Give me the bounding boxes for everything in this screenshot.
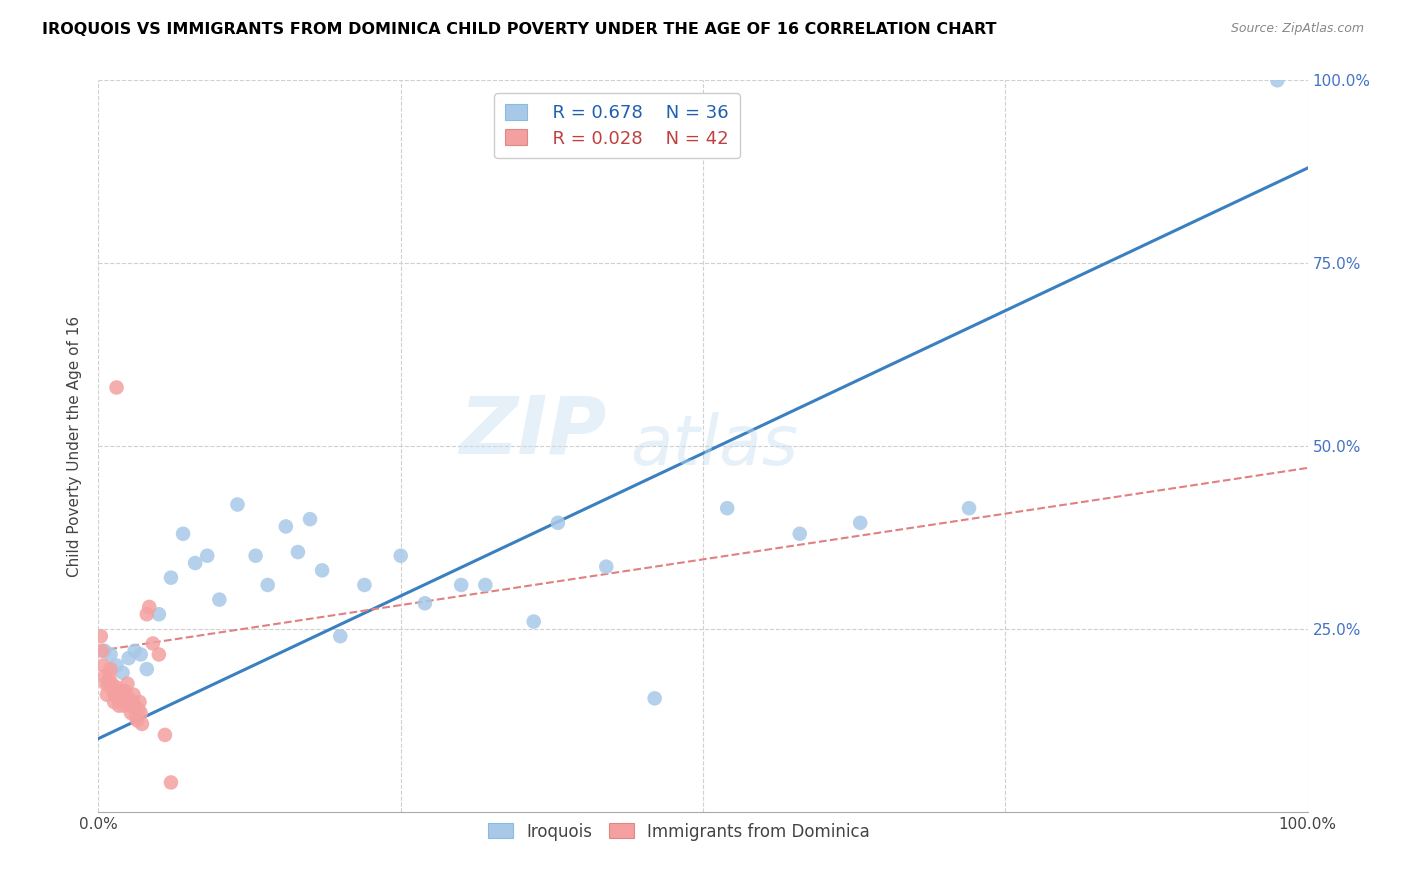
Point [1267, 73, 1289, 87]
Point [111, 691, 134, 706]
Point [104, 688, 127, 702]
Point [124, 644, 146, 658]
Point [287, 545, 309, 559]
Point [789, 526, 811, 541]
Point [195, 549, 218, 563]
Point [93, 669, 115, 683]
Text: ZIP: ZIP [458, 392, 606, 470]
Text: IROQUOIS VS IMMIGRANTS FROM DOMINICA CHILD POVERTY UNDER THE AGE OF 16 CORRELATI: IROQUOIS VS IMMIGRANTS FROM DOMINICA CHI… [42, 22, 997, 37]
Point [108, 698, 131, 713]
Point [127, 702, 149, 716]
Point [105, 380, 128, 394]
Point [153, 728, 176, 742]
Point [226, 498, 249, 512]
Point [208, 592, 231, 607]
Point [105, 658, 128, 673]
Point [256, 578, 278, 592]
Point [131, 717, 153, 731]
Point [108, 691, 131, 706]
Point [135, 607, 157, 622]
Point [111, 665, 134, 680]
Point [100, 662, 122, 676]
Point [450, 578, 472, 592]
Point [112, 698, 135, 713]
Point [172, 526, 194, 541]
Point [96, 688, 118, 702]
Point [716, 501, 738, 516]
Text: atlas: atlas [630, 412, 799, 480]
Point [311, 563, 333, 577]
Point [148, 648, 170, 662]
Point [127, 714, 149, 728]
Point [122, 688, 145, 702]
Point [98, 669, 121, 683]
Point [353, 578, 375, 592]
Point [91, 644, 114, 658]
Point [100, 676, 122, 690]
Point [91, 658, 114, 673]
Point [101, 684, 124, 698]
Point [94, 676, 117, 690]
Point [148, 607, 170, 622]
Point [120, 706, 142, 720]
Point [523, 615, 546, 629]
Point [90, 629, 112, 643]
Point [184, 556, 207, 570]
Point [114, 684, 136, 698]
Point [118, 651, 141, 665]
Point [160, 775, 183, 789]
Point [105, 681, 128, 695]
Point [107, 691, 129, 706]
Point [110, 684, 132, 698]
Point [118, 691, 141, 706]
Point [121, 695, 143, 709]
Point [849, 516, 872, 530]
Point [142, 636, 165, 650]
Point [128, 695, 150, 709]
Point [957, 501, 980, 516]
Point [299, 512, 322, 526]
Point [124, 698, 146, 713]
Point [138, 599, 160, 614]
Point [245, 549, 267, 563]
Point [129, 706, 152, 720]
Point [97, 676, 120, 690]
Point [644, 691, 666, 706]
Point [129, 648, 152, 662]
Point [329, 629, 352, 643]
Point [595, 559, 617, 574]
Point [160, 571, 183, 585]
Point [389, 549, 412, 563]
Point [547, 516, 569, 530]
Point [135, 662, 157, 676]
Text: Source: ZipAtlas.com: Source: ZipAtlas.com [1230, 22, 1364, 36]
Y-axis label: Child Poverty Under the Age of 16: Child Poverty Under the Age of 16 [67, 316, 83, 576]
Point [474, 578, 496, 592]
Legend: Iroquois, Immigrants from Dominica: Iroquois, Immigrants from Dominica [481, 816, 876, 847]
Point [274, 519, 297, 533]
Point [118, 698, 141, 713]
Point [115, 688, 138, 702]
Point [100, 648, 122, 662]
Point [117, 676, 139, 690]
Point [125, 709, 148, 723]
Point [413, 596, 436, 610]
Point [93, 644, 115, 658]
Point [103, 695, 125, 709]
